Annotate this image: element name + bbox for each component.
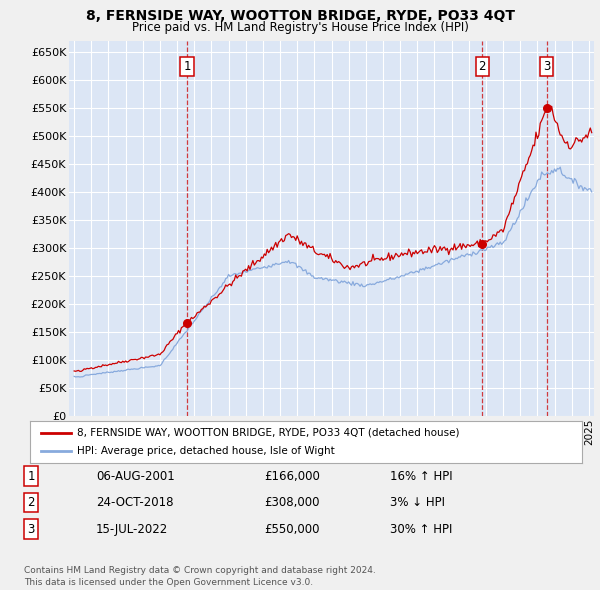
Text: Price paid vs. HM Land Registry's House Price Index (HPI): Price paid vs. HM Land Registry's House … <box>131 21 469 34</box>
Text: 3: 3 <box>543 60 550 73</box>
Text: £166,000: £166,000 <box>264 470 320 483</box>
Text: 1: 1 <box>183 60 191 73</box>
Text: 8, FERNSIDE WAY, WOOTTON BRIDGE, RYDE, PO33 4QT (detached house): 8, FERNSIDE WAY, WOOTTON BRIDGE, RYDE, P… <box>77 428 460 438</box>
Text: 8, FERNSIDE WAY, WOOTTON BRIDGE, RYDE, PO33 4QT: 8, FERNSIDE WAY, WOOTTON BRIDGE, RYDE, P… <box>86 9 515 23</box>
Text: 24-OCT-2018: 24-OCT-2018 <box>96 496 173 509</box>
Text: 15-JUL-2022: 15-JUL-2022 <box>96 523 168 536</box>
Text: 3: 3 <box>28 523 35 536</box>
Text: 06-AUG-2001: 06-AUG-2001 <box>96 470 175 483</box>
Text: 16% ↑ HPI: 16% ↑ HPI <box>390 470 452 483</box>
Text: 2: 2 <box>28 496 35 509</box>
Text: 2: 2 <box>479 60 486 73</box>
Text: £308,000: £308,000 <box>264 496 320 509</box>
Text: 3% ↓ HPI: 3% ↓ HPI <box>390 496 445 509</box>
Text: £550,000: £550,000 <box>264 523 320 536</box>
Text: 1: 1 <box>28 470 35 483</box>
Text: Contains HM Land Registry data © Crown copyright and database right 2024.
This d: Contains HM Land Registry data © Crown c… <box>24 566 376 587</box>
Text: 30% ↑ HPI: 30% ↑ HPI <box>390 523 452 536</box>
Text: HPI: Average price, detached house, Isle of Wight: HPI: Average price, detached house, Isle… <box>77 446 335 456</box>
